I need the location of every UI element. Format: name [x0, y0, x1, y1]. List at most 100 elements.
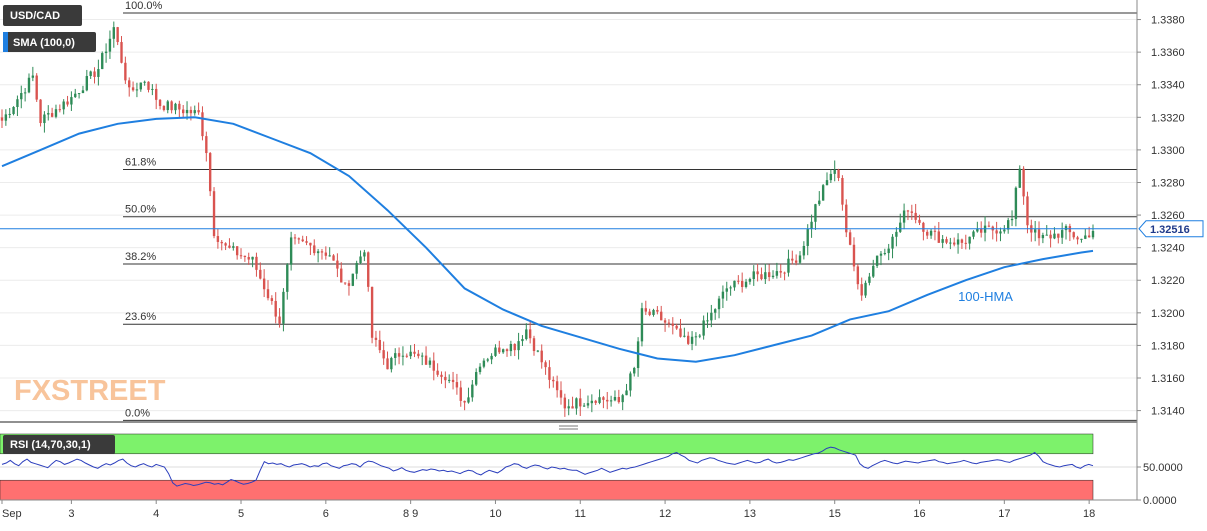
candle-body — [733, 280, 736, 288]
x-tick-label: Sep — [2, 508, 22, 520]
candle-body — [101, 53, 104, 70]
candle-body — [251, 256, 254, 260]
candle-body — [783, 272, 786, 274]
candle-body — [980, 228, 983, 233]
candle-body — [289, 237, 293, 265]
candle-body — [74, 93, 77, 98]
candle-body — [918, 219, 921, 223]
fxstreet-watermark: FXSTREET — [14, 375, 166, 407]
price-tick-label: 1.3240 — [1151, 243, 1185, 255]
candle-body — [544, 362, 547, 368]
candle-body — [613, 397, 617, 401]
candle-body — [104, 51, 108, 54]
x-tick-label: 11 — [575, 508, 586, 520]
candle-body — [848, 232, 852, 245]
candle-body — [471, 384, 474, 398]
candle-body — [852, 244, 856, 267]
symbol-badge[interactable]: USD/CAD — [3, 5, 82, 26]
fib-level-label: 0.0% — [125, 407, 150, 419]
x-tick-label: 3 — [68, 508, 74, 520]
last-price-tag — [1138, 220, 1204, 238]
candle-body — [1053, 233, 1056, 239]
price-axis: 1.3140 1.3160 1.3180 1.3200 1.3220 1.3240 1.32… — [1137, 15, 1204, 418]
candle-body — [972, 231, 975, 237]
x-axis: Sep 3 4 5 6 8 9 10 11 12 13 15 16 17 18 — [1, 500, 1095, 520]
candle-body — [451, 379, 455, 383]
candle-body — [47, 113, 50, 115]
last-price-label: 1.32516 — [1150, 224, 1190, 236]
candle-body — [528, 329, 532, 339]
candle-body — [571, 406, 574, 409]
price-tick-label: 1.3320 — [1151, 112, 1185, 124]
x-tick-label: 16 — [913, 508, 925, 520]
candle-body — [575, 398, 578, 409]
candle-body — [567, 406, 570, 409]
candle-body — [860, 284, 863, 296]
candle-body — [929, 230, 933, 236]
candle-body — [212, 191, 216, 237]
candle-body — [602, 397, 605, 400]
candle-body — [77, 93, 81, 95]
candle-body — [644, 308, 647, 312]
candle-body — [378, 339, 381, 351]
price-tick-label: 1.3300 — [1151, 145, 1185, 157]
candle-body — [891, 236, 894, 249]
candle-body — [370, 286, 374, 338]
candle-body — [798, 255, 802, 263]
symbol-label: USD/CAD — [10, 10, 60, 22]
candle-body — [872, 265, 875, 277]
sma-badge[interactable]: SMA (100,0) — [3, 32, 96, 52]
candle-body — [363, 252, 366, 257]
candle-body — [328, 255, 331, 257]
candle-body — [767, 272, 771, 278]
candle-body — [775, 271, 779, 276]
candle-body — [282, 291, 285, 324]
candle-body — [20, 93, 23, 100]
candle-body — [1084, 235, 1087, 239]
candle-body — [189, 109, 193, 114]
candle-body — [825, 180, 829, 186]
candle-body — [810, 221, 813, 229]
candle-body — [926, 231, 929, 236]
candle-body — [582, 405, 586, 407]
candle-body — [270, 298, 274, 301]
candle-body — [498, 347, 501, 353]
candle-body — [563, 397, 567, 409]
candle-body — [636, 341, 640, 369]
price-tick-label: 1.3200 — [1151, 308, 1185, 320]
candle-body — [953, 242, 956, 245]
candle-body — [351, 273, 355, 286]
candle-body — [579, 398, 582, 407]
price-tick-label: 1.3220 — [1151, 275, 1185, 287]
candle-body — [1037, 229, 1041, 239]
candle-body — [868, 276, 871, 283]
candle-body — [262, 278, 266, 290]
x-tick-label: 13 — [744, 508, 756, 520]
candle-body — [914, 212, 917, 220]
candle-body — [779, 271, 782, 273]
candle-body — [181, 109, 185, 114]
candle-body — [956, 239, 960, 245]
candle-body — [8, 113, 11, 115]
candle-body — [968, 236, 971, 244]
candle-body — [875, 255, 879, 266]
candle-body — [220, 241, 223, 244]
candle-body — [794, 260, 798, 263]
candle-body — [347, 283, 351, 286]
price-tick-label: 1.3160 — [1151, 373, 1185, 385]
candle-body — [463, 400, 466, 403]
candle-body — [910, 211, 914, 213]
candle-body — [791, 258, 794, 261]
x-tick-label: 18 — [1083, 508, 1095, 520]
candle-body — [43, 114, 46, 124]
candle-body — [50, 113, 54, 117]
candle-body — [501, 349, 505, 353]
candle-body — [297, 238, 301, 240]
candle-body — [883, 253, 887, 255]
candle-body — [259, 269, 262, 279]
candle-body — [710, 312, 713, 321]
fib-level-label: 100.0% — [125, 0, 163, 12]
candle-body — [586, 403, 590, 406]
rsi-badge[interactable]: RSI (14,70,30,1) — [3, 435, 115, 454]
